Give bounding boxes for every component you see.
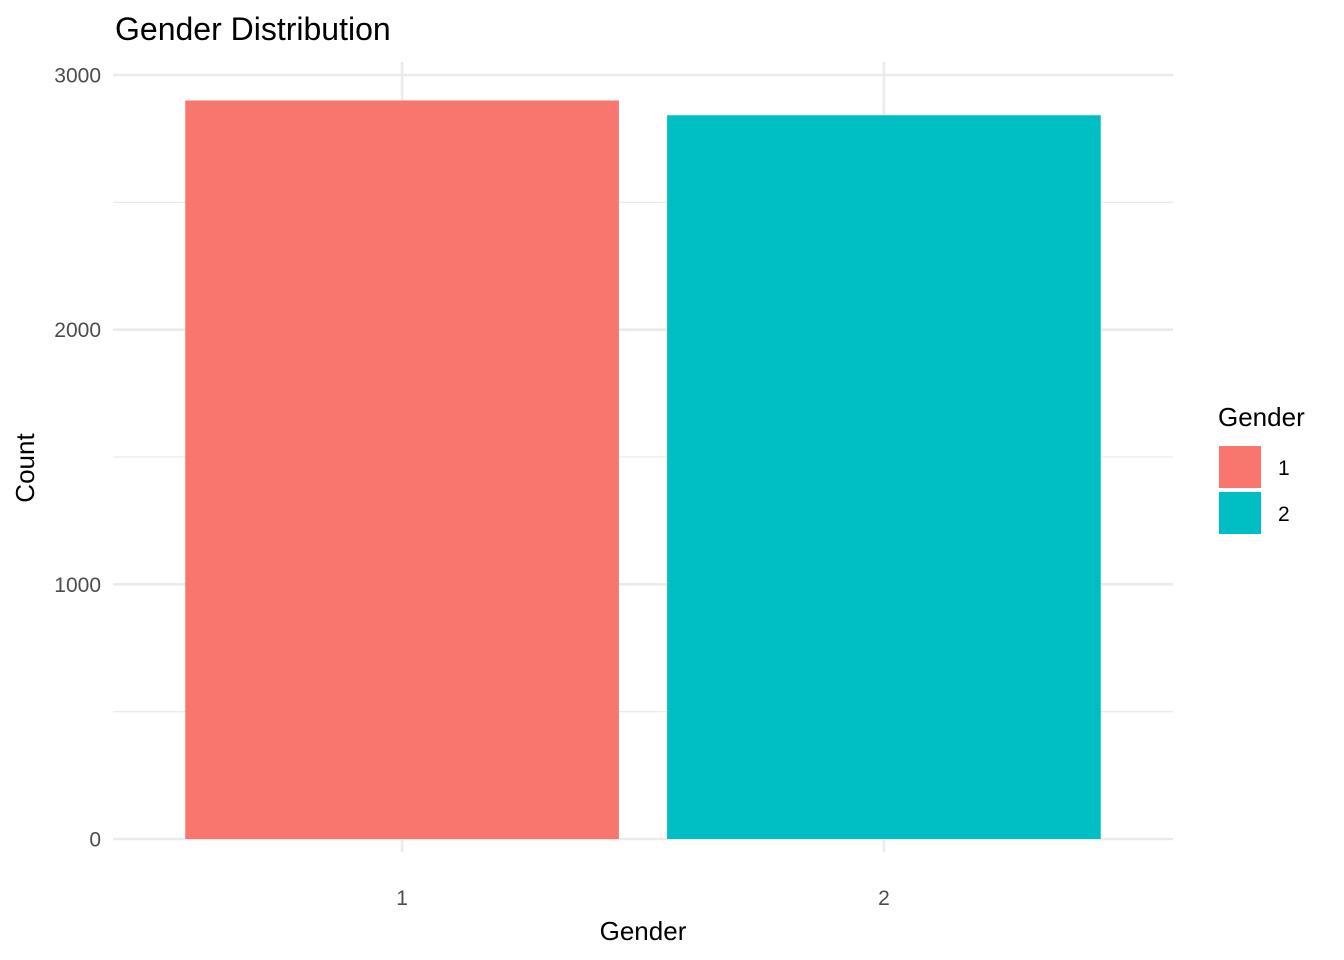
bar-gender-1 — [185, 100, 619, 839]
legend: Gender 1 2 — [1218, 402, 1305, 534]
x-tick-label: 1 — [396, 887, 408, 910]
legend-label: 2 — [1278, 503, 1290, 526]
axis-layer: 0 1000 2000 3000 1 2 — [54, 65, 889, 911]
chart-title: Gender Distribution — [115, 11, 391, 47]
legend-title: Gender — [1218, 402, 1305, 432]
legend-label: 1 — [1278, 457, 1290, 480]
y-tick-label: 3000 — [54, 65, 101, 88]
y-tick-label: 1000 — [54, 574, 101, 597]
bar-gender-2 — [667, 115, 1101, 840]
x-axis-title: Gender — [600, 916, 687, 946]
y-axis-title: Count — [10, 433, 40, 503]
y-tick-label: 0 — [89, 829, 101, 852]
x-tick-label: 2 — [878, 887, 890, 910]
y-tick-label: 2000 — [54, 319, 101, 342]
legend-key-1 — [1219, 446, 1261, 488]
legend-key-2 — [1219, 492, 1261, 534]
bar-layer — [185, 100, 1101, 840]
